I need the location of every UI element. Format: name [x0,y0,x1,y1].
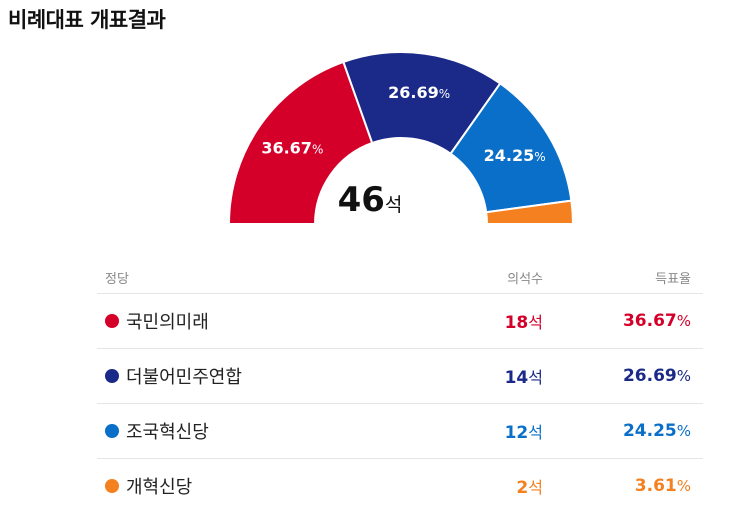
table-row: 국민의미래 18석 36.67% [97,294,703,349]
party-label: 조국혁신당 [126,422,209,443]
table-header: 정당 의석수 득표율 [97,262,703,294]
segment-label-1: 26.69% [388,83,450,102]
party-name: 조국혁신당 [97,418,433,444]
total-seats-unit: 석 [384,194,403,216]
party-name: 더불어민주연합 [97,363,433,389]
header-party: 정당 [105,272,129,287]
results-table: 정당 의석수 득표율 국민의미래 18석 36.67% 더불어민주연합 14석 26.69… [97,262,703,513]
party-vote-rate: 3.61% [634,476,691,496]
party-seats: 12석 [504,423,543,443]
party-color-dot [105,314,119,328]
page-title: 비례대표 개표결과 [8,8,166,32]
seat-segment-0 [227,60,374,225]
table-body: 국민의미래 18석 36.67% 더불어민주연합 14석 26.69% 조국혁신당 12석 24… [97,294,703,513]
segment-label-2: 24.25% [484,146,546,165]
party-vote-rate: 26.69% [622,366,691,386]
party-color-dot [105,369,119,383]
table-row: 더불어민주연합 14석 26.69% [97,349,703,404]
party-seats: 2석 [516,478,543,498]
party-name: 국민의미래 [97,308,433,334]
party-color-dot [105,479,119,493]
party-seats: 18석 [504,313,543,333]
party-vote-rate: 24.25% [622,421,691,441]
total-seats-value: 46 [337,180,385,220]
party-seats: 14석 [504,368,543,388]
seat-segment-1 [342,51,502,156]
segment-label-0: 36.67% [261,138,323,157]
party-color-dot [105,424,119,438]
seat-chart: 36.67% 26.69% 24.25% [227,51,575,225]
party-label: 개혁신당 [126,477,193,498]
table-row: 조국혁신당 12석 24.25% [97,404,703,459]
party-vote-rate: 36.67% [622,311,691,331]
party-name: 개혁신당 [97,473,433,499]
header-rate: 득표율 [655,272,691,287]
party-label: 국민의미래 [126,312,209,333]
header-seats: 의석수 [507,272,543,287]
seat-segment-3 [485,199,575,225]
table-row: 개혁신당 2석 3.61% [97,459,703,513]
party-label: 더불어민주연합 [126,367,242,388]
